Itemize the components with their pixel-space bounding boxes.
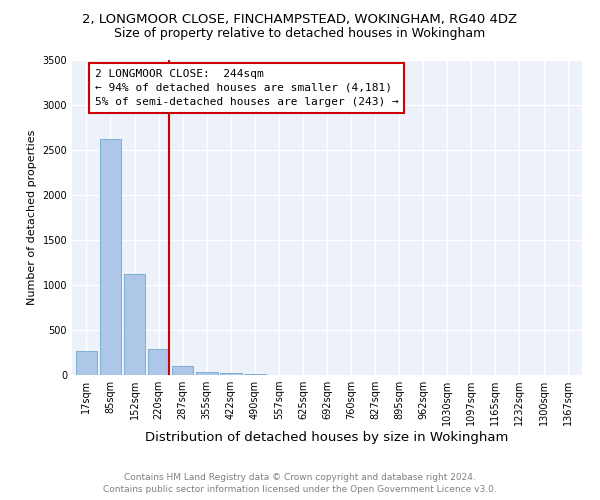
Bar [76, 350, 97, 375]
Y-axis label: Number of detached properties: Number of detached properties [27, 130, 37, 305]
Text: Size of property relative to detached houses in Wokingham: Size of property relative to detached ho… [115, 28, 485, 40]
Text: Contains HM Land Registry data © Crown copyright and database right 2024.
Contai: Contains HM Land Registry data © Crown c… [103, 472, 497, 494]
Bar [244, 374, 266, 375]
Text: 2, LONGMOOR CLOSE, FINCHAMPSTEAD, WOKINGHAM, RG40 4DZ: 2, LONGMOOR CLOSE, FINCHAMPSTEAD, WOKING… [82, 12, 518, 26]
Bar [220, 373, 242, 375]
Bar [196, 372, 218, 375]
X-axis label: Distribution of detached houses by size in Wokingham: Distribution of detached houses by size … [145, 431, 509, 444]
Bar [100, 139, 121, 375]
Bar [172, 366, 193, 375]
Text: 2 LONGMOOR CLOSE:  244sqm
← 94% of detached houses are smaller (4,181)
5% of sem: 2 LONGMOOR CLOSE: 244sqm ← 94% of detach… [95, 69, 398, 107]
Bar [148, 349, 169, 375]
Bar [124, 274, 145, 375]
